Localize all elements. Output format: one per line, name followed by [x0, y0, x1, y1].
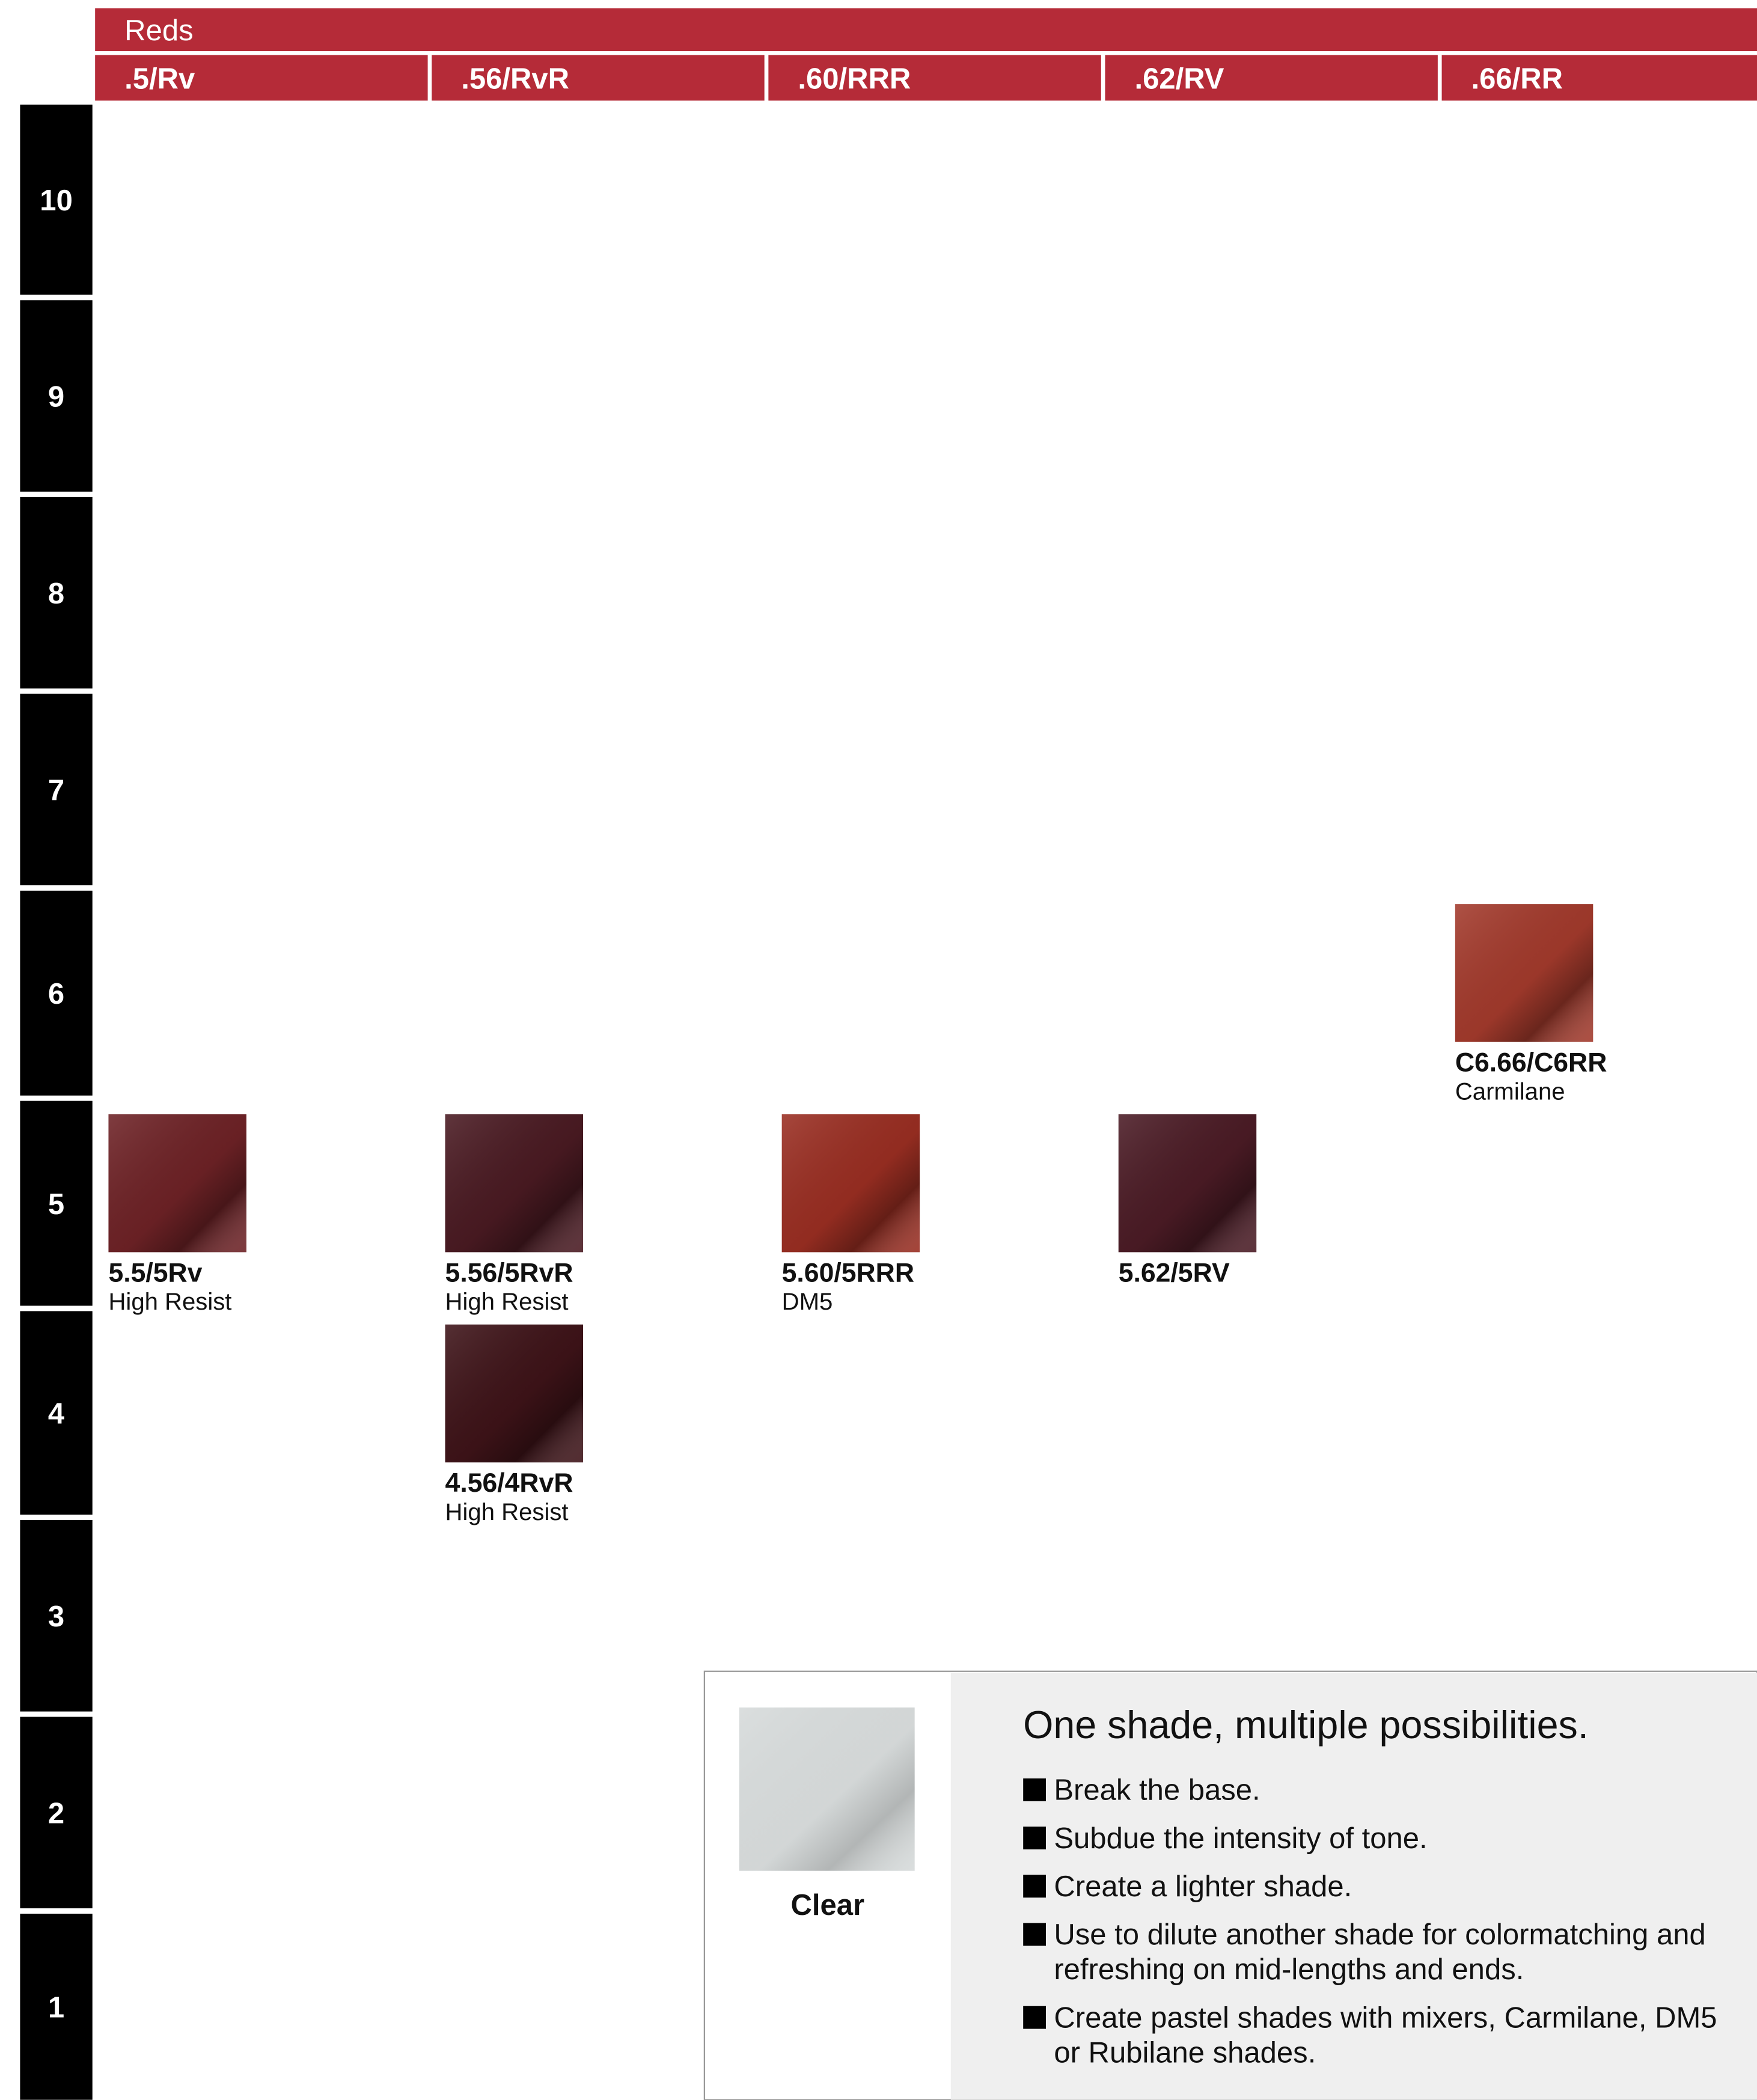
level-label: 2	[48, 1798, 64, 1830]
swatch-shade	[781, 1114, 920, 1253]
column-label: .56/RvR	[461, 63, 569, 95]
level-cell	[20, 694, 93, 885]
swatch-shade	[445, 1324, 584, 1463]
column-label: .60/RRR	[798, 63, 911, 95]
swatch-shade	[1455, 904, 1594, 1042]
swatch-line: High Resist	[445, 1289, 569, 1315]
bullet-area: Break the base. Subdue the intensity of t…	[1023, 1773, 1746, 2071]
level-label: 9	[48, 380, 64, 413]
level-label: 4	[48, 1398, 64, 1430]
swatch-line: High Resist	[445, 1499, 569, 1525]
swatch-code: 5.62/5RV	[1119, 1258, 1230, 1287]
level-label: 10	[40, 185, 73, 217]
clear-title: One shade, multiple possibilities.	[1023, 1703, 1589, 1747]
bullet: Create pastel shades with mixers, Carmil…	[1023, 2001, 1746, 2071]
level-cell	[20, 1519, 93, 1712]
swatch-line: DM5	[782, 1289, 833, 1315]
level-label: 3	[48, 1601, 64, 1633]
column-header	[95, 55, 428, 101]
column-header	[1105, 55, 1438, 101]
swatch-line: High Resist	[108, 1289, 231, 1315]
level-cell	[20, 300, 93, 492]
swatch-code: 5.56/5RvR	[445, 1258, 573, 1287]
level-label: 5	[48, 1188, 64, 1221]
clear-swatch-shade	[739, 1707, 915, 1871]
swatch-shade	[1118, 1114, 1257, 1253]
bullet-list: Break the base. Subdue the intensity of t…	[1023, 1773, 1746, 2071]
swatch-code: 5.60/5RRR	[782, 1258, 914, 1287]
bullet: Use to dilute another shade for colormat…	[1023, 1918, 1746, 1988]
swatch-shade	[445, 1114, 584, 1253]
level-label: 6	[48, 978, 64, 1010]
column-label: .66/RR	[1471, 63, 1563, 95]
column-label: .5/Rv	[124, 63, 195, 95]
level-cell	[20, 1100, 93, 1306]
level-label: 1	[48, 1992, 64, 2024]
level-cell	[20, 890, 93, 1096]
column-header	[432, 55, 765, 101]
bullet: Break the base.	[1023, 1773, 1746, 1808]
swatch-code: 5.5/5Rv	[108, 1258, 202, 1287]
column-header	[1441, 55, 1757, 101]
bullet: Create a lighter shade.	[1023, 1869, 1746, 1904]
clear-label: Clear	[791, 1889, 865, 1921]
level-label: 7	[48, 774, 64, 807]
level-cell	[20, 105, 93, 295]
swatch-line: Carmilane	[1455, 1078, 1565, 1105]
swatch-code: 4.56/4RvR	[445, 1468, 573, 1498]
header-title: Reds	[124, 14, 193, 47]
level-cell	[20, 1311, 93, 1515]
clear-info-bg	[950, 1672, 1757, 2100]
level-cell	[20, 1717, 93, 1909]
swatch-shade	[108, 1114, 246, 1253]
level-cell	[20, 496, 93, 689]
bullet: Subdue the intensity of tone.	[1023, 1821, 1746, 1856]
header-bar	[95, 8, 1757, 51]
swatch-code: C6.66/C6RR	[1455, 1048, 1607, 1078]
column-header	[768, 55, 1101, 101]
level-label: 8	[48, 578, 64, 610]
column-label: .62/RV	[1134, 63, 1224, 95]
level-cell	[20, 1913, 93, 2100]
